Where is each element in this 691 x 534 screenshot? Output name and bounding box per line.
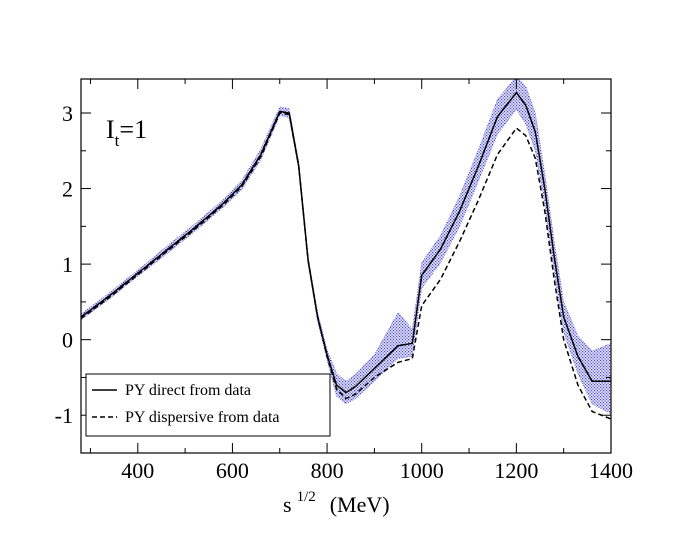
y-tick-label: 0	[62, 328, 73, 353]
y-tick-label: 3	[62, 101, 73, 126]
uncertainty-band	[81, 79, 611, 415]
y-tick-label: 1	[62, 252, 73, 277]
x-tick-label: 1000	[400, 458, 444, 483]
band-layer	[81, 79, 611, 415]
x-axis: 400 600 800 1000 1200 1400	[89, 79, 633, 483]
plot-frame	[80, 78, 612, 454]
x-tick-label: 1200	[494, 458, 538, 483]
series-line-dispersive	[81, 112, 611, 420]
x-tick-label: 1400	[589, 458, 633, 483]
y-axis: -1 0 1 2 3	[55, 101, 611, 454]
legend-box	[85, 373, 331, 437]
x-tick-label: 600	[216, 458, 249, 483]
isospin-annotation: It=1	[106, 115, 147, 150]
y-tick-label: 2	[62, 177, 73, 202]
x-axis-title: s 1/2 (MeV)	[283, 489, 390, 517]
series-line-direct	[81, 91, 611, 394]
series-layer	[81, 91, 611, 420]
legend-label-dispersive: PY dispersive from data	[125, 409, 279, 426]
legend: PY direct from data PY dispersive from d…	[85, 373, 331, 437]
legend-label-direct: PY direct from data	[125, 382, 251, 399]
y-tick-label: -1	[55, 403, 73, 428]
x-tick-label: 800	[311, 458, 344, 483]
x-tick-label: 400	[121, 458, 154, 483]
